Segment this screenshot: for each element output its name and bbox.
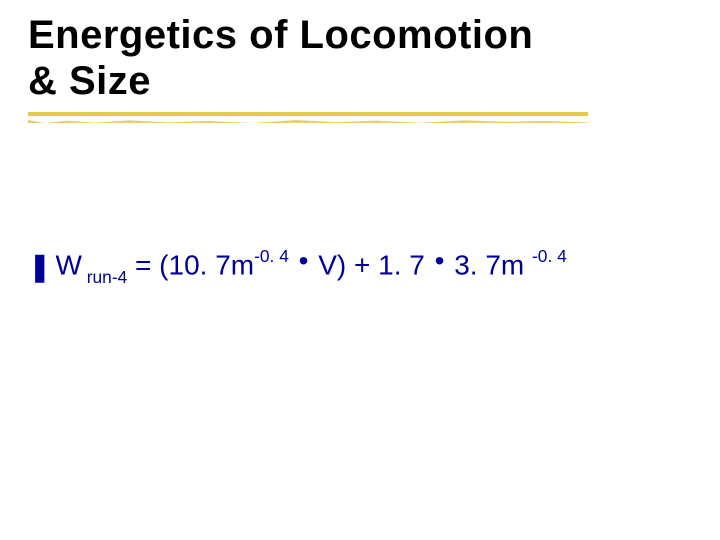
- eq-mid-1: [289, 249, 297, 280]
- underline-bottom-stroke: [28, 120, 588, 123]
- slide-title: Energetics of Locomotion & Size: [28, 12, 692, 104]
- eq-part-1: = (10. 7m: [127, 249, 254, 280]
- eq-mid-2: V) + 1. 7: [310, 249, 432, 280]
- eq-dot-2: •: [433, 245, 447, 276]
- eq-mid-3: 3. 7m: [446, 249, 532, 280]
- eq-dot-1: •: [297, 245, 311, 276]
- bullet-icon: ❚: [28, 253, 51, 281]
- title-line-1: Energetics of Locomotion: [28, 12, 692, 58]
- eq-lhs-sub: run-4: [82, 267, 127, 287]
- eq-exp-1: -0. 4: [254, 246, 289, 266]
- title-underline: [28, 112, 588, 128]
- bullet-item: ❚ W run-4 = (10. 7m-0. 4 • V) + 1. 7 • 3…: [28, 248, 692, 286]
- underline-top-stroke: [28, 112, 588, 116]
- slide: Energetics of Locomotion & Size ❚ W run-…: [0, 0, 720, 540]
- title-line-2: & Size: [28, 58, 692, 104]
- content-area: ❚ W run-4 = (10. 7m-0. 4 • V) + 1. 7 • 3…: [28, 248, 692, 286]
- eq-exp-2: -0. 4: [532, 246, 567, 266]
- eq-lhs-var: W: [55, 249, 81, 280]
- equation-text: W run-4 = (10. 7m-0. 4 • V) + 1. 7 • 3. …: [55, 248, 566, 286]
